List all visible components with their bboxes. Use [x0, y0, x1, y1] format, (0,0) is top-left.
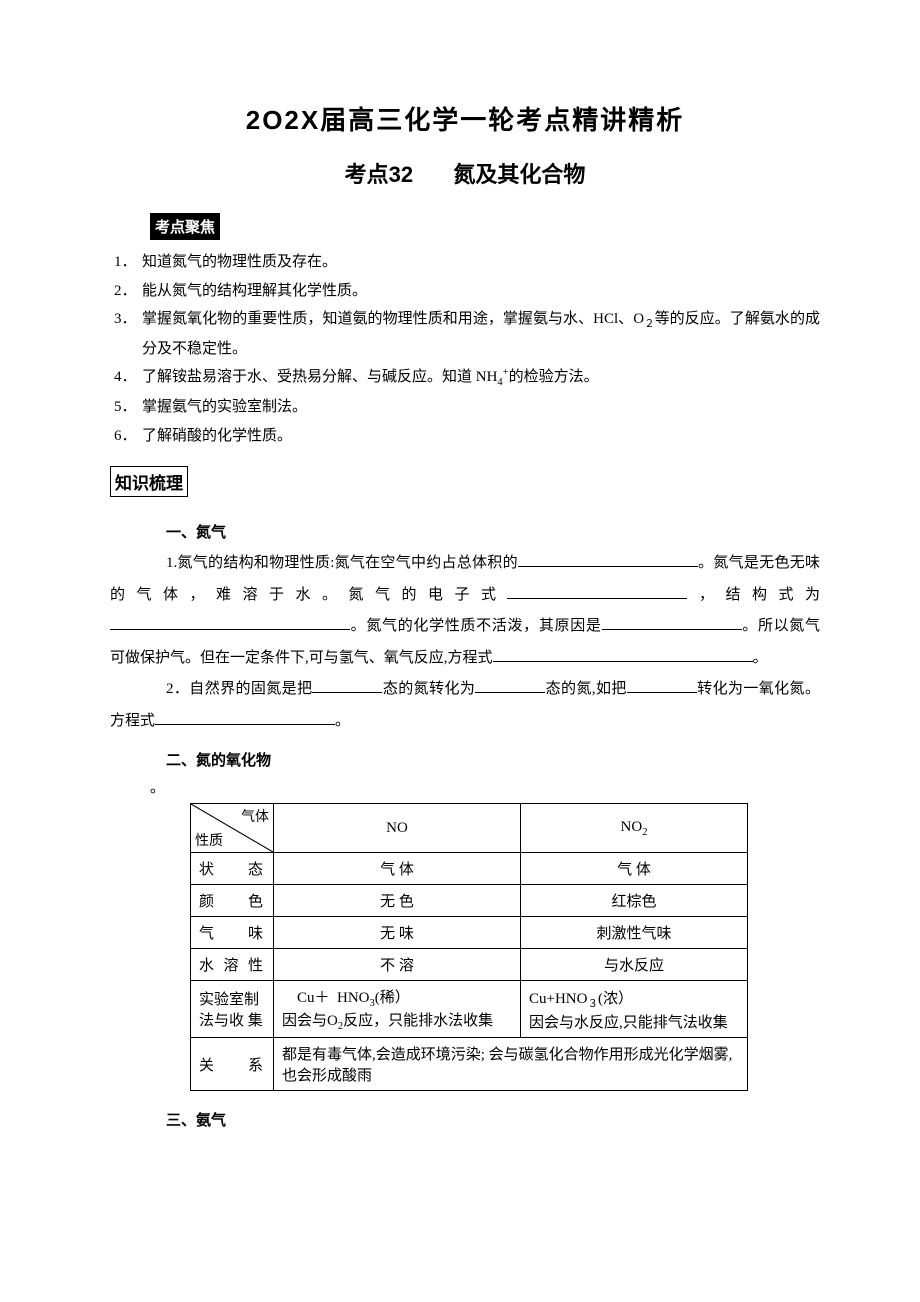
section-1-body-2: 2．自然界的固氮是把态的氮转化为态的氮,如把转化为一氧化氮。方程式。	[110, 674, 820, 737]
table-row: 颜 色 无 色 红棕色	[191, 885, 748, 917]
table-row: 关 系 都是有毒气体,会造成环境污染; 会与碳氢化合物作用形成光化学烟雾,也会形…	[191, 1038, 748, 1091]
table-row: 状 态 气 体 气 体	[191, 853, 748, 885]
diag-bottom-label: 性质	[195, 830, 223, 850]
fill-blank	[110, 614, 350, 630]
table-cell: 红棕色	[521, 885, 748, 917]
table-header: NO	[274, 804, 521, 853]
table-cell: 无 味	[274, 917, 521, 949]
table-cell: 不 溶	[274, 949, 521, 981]
list-item: 3． 掌握氮氧化物的重要性质，知道氨的物理性质和用途，掌握氨与水、HCl、O２等…	[110, 305, 820, 363]
main-title: 2O2X届高三化学一轮考点精讲精析	[110, 100, 820, 137]
list-item: 2． 能从氮气的结构理解其化学性质。	[110, 277, 820, 306]
list-num: 5．	[110, 393, 142, 422]
section-heading: 二、氮的氧化物	[166, 749, 820, 770]
list-item: 4． 了解铵盐易溶于水、受热易分解、与碱反应。知道 NH4+的检验方法。	[110, 363, 820, 393]
row-label: 关 系	[191, 1038, 274, 1091]
table-cell: 都是有毒气体,会造成环境污染; 会与碳氢化合物作用形成光化学烟雾,也会形成酸雨	[274, 1038, 748, 1091]
text: 。	[335, 713, 350, 729]
fill-blank	[155, 709, 335, 725]
row-label: 气 味	[191, 917, 274, 949]
table-cell: 无 色	[274, 885, 521, 917]
list-num: 4．	[110, 363, 142, 393]
text: 2．自然界的固氮是把	[166, 681, 312, 697]
table-cell: Cu＋ HNO3(稀） 因会与O2反应，只能排水法收集	[274, 981, 521, 1038]
table-cell: 刺激性气味	[521, 917, 748, 949]
list-item: 5． 掌握氨气的实验室制法。	[110, 393, 820, 422]
fill-blank	[475, 677, 545, 693]
section-1-body: 1.氮气的结构和物理性质:氮气在空气中约占总体积的。氮气是无色无味的气体，难溶于…	[110, 548, 820, 674]
fill-blank	[602, 614, 742, 630]
fill-blank	[507, 583, 687, 599]
list-item: 6． 了解硝酸的化学性质。	[110, 422, 820, 451]
text: 。	[753, 650, 768, 666]
oxide-table: 气体 性质 NO NO2 状 态 气 体 气 体 颜 色 无 色 红棕色 气 味…	[190, 803, 748, 1091]
fill-blank	[493, 646, 753, 662]
list-text: 掌握氮氧化物的重要性质，知道氨的物理性质和用途，掌握氨与水、HCl、O２等的反应…	[142, 305, 820, 363]
list-text: 能从氮气的结构理解其化学性质。	[142, 277, 820, 306]
table-row: 实验室制法与收 集 Cu＋ HNO3(稀） 因会与O2反应，只能排水法收集 Cu…	[191, 981, 748, 1038]
table-row: 气 味 无 味 刺激性气味	[191, 917, 748, 949]
list-text: 了解铵盐易溶于水、受热易分解、与碱反应。知道 NH4+的检验方法。	[142, 363, 820, 393]
table-cell: 与水反应	[521, 949, 748, 981]
list-text: 掌握氨气的实验室制法。	[142, 393, 820, 422]
text: 因会与水反应,只能排气法收集	[529, 1015, 728, 1031]
section-heading: 一、氮气	[166, 521, 820, 542]
list-item: 1． 知道氮气的物理性质及存在。	[110, 248, 820, 277]
section-heading: 三、氨气	[166, 1109, 820, 1130]
focus-label: 考点聚焦	[150, 213, 220, 240]
text: 因会与O2反应，只能排水法收集	[282, 1013, 493, 1029]
table-header-diag: 气体 性质	[191, 804, 274, 853]
list-text: 知道氮气的物理性质及存在。	[142, 248, 820, 277]
text: 态的氮转化为	[382, 681, 475, 697]
list-num: 1．	[110, 248, 142, 277]
diag-top-label: 气体	[241, 806, 269, 826]
document-page: 2O2X届高三化学一轮考点精讲精析 考点32 氮及其化合物 考点聚焦 1． 知道…	[0, 0, 920, 1302]
list-num: 3．	[110, 305, 142, 363]
focus-list: 1． 知道氮气的物理性质及存在。 2． 能从氮气的结构理解其化学性质。 3． 掌…	[110, 248, 820, 450]
outline-label: 知识梳理	[110, 466, 188, 497]
subtitle-prefix: 考点32	[345, 162, 413, 187]
text: 。氮气的化学性质不活泼，其原因是	[350, 618, 602, 634]
list-text: 了解硝酸的化学性质。	[142, 422, 820, 451]
text: 态的氮,如把	[545, 681, 627, 697]
fill-blank	[312, 677, 382, 693]
table-row: 水溶性 不 溶 与水反应	[191, 949, 748, 981]
text: 1.氮气的结构和物理性质:氮气在空气中约占总体积的	[166, 555, 518, 571]
text: ，结构式为	[687, 587, 820, 603]
row-label: 水溶性	[191, 949, 274, 981]
table-cell: 气 体	[274, 853, 521, 885]
subtitle-topic: 氮及其化合物	[453, 162, 585, 187]
fill-blank	[518, 551, 698, 567]
table-cell: 气 体	[521, 853, 748, 885]
list-num: 6．	[110, 422, 142, 451]
row-label: 实验室制法与收 集	[191, 981, 274, 1038]
row-label: 颜 色	[191, 885, 274, 917]
subtitle: 考点32 氮及其化合物	[110, 157, 820, 189]
row-label: 状 态	[191, 853, 274, 885]
fill-blank	[627, 677, 697, 693]
table-header: NO2	[521, 804, 748, 853]
table-row: 气体 性质 NO NO2	[191, 804, 748, 853]
table-cell: Cu+HNO３(浓） 因会与水反应,只能排气法收集	[521, 981, 748, 1038]
text-dot: 。	[150, 776, 820, 797]
list-num: 2．	[110, 277, 142, 306]
